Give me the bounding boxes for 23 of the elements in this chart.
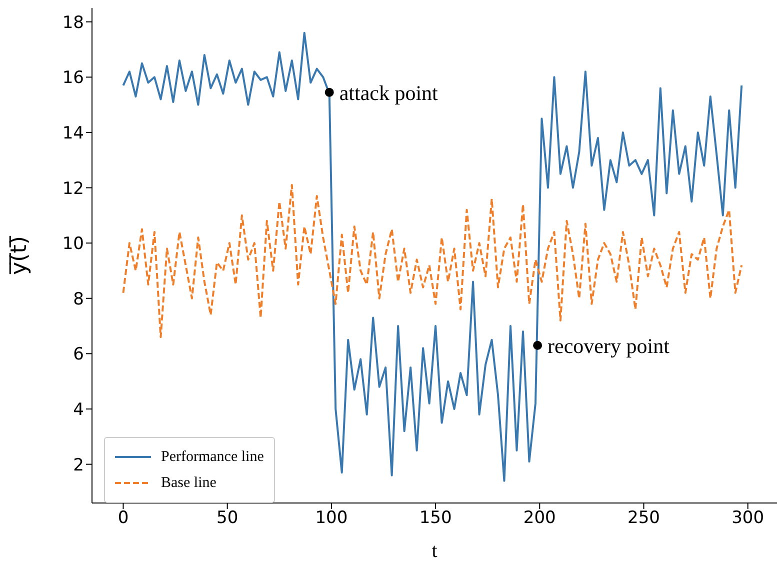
x-tick-label: 100 [315, 508, 348, 528]
y-tick-label: 4 [73, 400, 84, 420]
x-tick-label: 250 [628, 508, 660, 528]
y-tick-label: 10 [62, 234, 84, 254]
legend-label: Base line [161, 474, 216, 493]
x-tick-label: 300 [732, 508, 764, 528]
x-axis-title: t [432, 540, 438, 562]
annotation: attack point [339, 80, 438, 105]
y-tick-label: 6 [73, 344, 84, 365]
y-tick-label: 18 [62, 12, 84, 33]
x-tick-label: 50 [216, 508, 238, 528]
y-tick-label: 16 [62, 68, 84, 88]
legend-label: Performance line [161, 448, 264, 467]
y-axis-title: y̅(̅t̅)̅ [4, 235, 32, 275]
x-tick-label: 150 [419, 508, 452, 528]
y-tick-label: 14 [62, 123, 84, 144]
line-series [122, 184, 743, 338]
y-tick-label: 2 [73, 455, 84, 476]
annotation: recovery point [548, 334, 670, 358]
x-tick-label: 0 [118, 508, 129, 528]
y-tick-label: 8 [73, 289, 84, 310]
x-tick-label: 200 [523, 508, 556, 528]
y-tick-label: 12 [62, 178, 84, 199]
